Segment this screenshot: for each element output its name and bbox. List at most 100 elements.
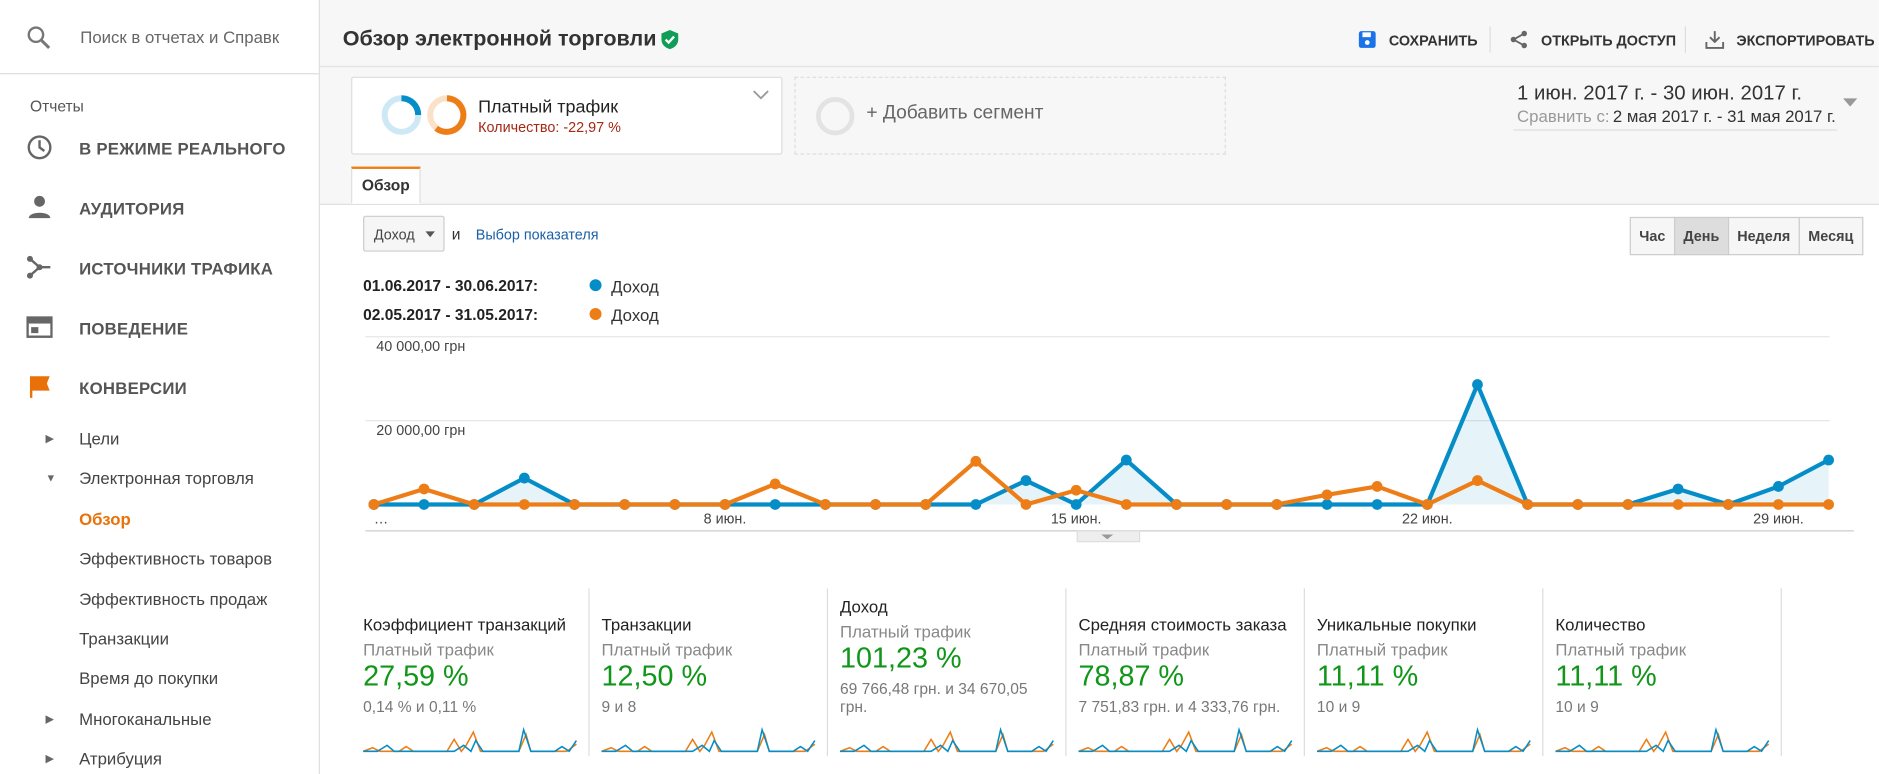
sparkline: [363, 726, 578, 753]
segment-name: Платный трафик: [478, 97, 619, 118]
sub-item[interactable]: Время до покупки: [79, 668, 219, 688]
expand-arrow: ▶: [45, 712, 54, 725]
spark-line: [1555, 726, 1770, 753]
granularity-group: Час День Неделя Месяц: [1629, 216, 1863, 256]
collapse-arrow: ▼: [45, 472, 57, 485]
dropdown-icon[interactable]: [1842, 98, 1858, 108]
sub-item-active[interactable]: Обзор: [79, 509, 131, 529]
and-label: и: [451, 225, 461, 244]
empty-segment-icon: [816, 97, 855, 136]
spark-line: [601, 730, 816, 753]
compare-range: 2 мая 2017 г. - 31 мая 2017 г.: [1612, 106, 1836, 126]
segment-card[interactable]: [351, 76, 783, 155]
search-input[interactable]: Поиск в отчетах и Справк: [80, 27, 280, 47]
flag-icon: [29, 376, 50, 398]
spark-line: [601, 726, 816, 753]
metric-picker[interactable]: Выбор показателя: [475, 226, 599, 244]
spark-line: [840, 730, 1054, 753]
sparkline: [1078, 726, 1293, 753]
nav-item[interactable]: КОНВЕРСИИ: [79, 378, 187, 398]
scorecard-detail: 10 и 9: [1316, 697, 1361, 716]
legend-entry: Доход: [611, 305, 659, 325]
add-segment-label[interactable]: + Добавить сегмент: [866, 103, 1044, 124]
scorecard-detail: 0,14 % и 0,11 %: [363, 697, 477, 716]
spark-line: [1078, 730, 1293, 753]
nav-item[interactable]: АУДИТОРИЯ: [79, 198, 185, 219]
dropdown-icon: [425, 231, 435, 238]
scorecard-segment: Платный трафик: [840, 621, 971, 642]
sparkline: [1555, 726, 1770, 753]
traffic-icon: [26, 255, 51, 279]
dropdown-icon[interactable]: [753, 89, 770, 101]
scorecard-detail: 7 751,83 грн. и 4 333,76 грн.: [1078, 697, 1281, 716]
nav-item[interactable]: ПОВЕДЕНИЕ: [79, 318, 189, 338]
separator: [1684, 26, 1687, 53]
divider: [0, 73, 319, 75]
save-button[interactable]: СОХРАНИТЬ: [1388, 32, 1478, 50]
spark-line: [363, 730, 577, 753]
scorecard-title: Коэффициент транзакций: [363, 614, 566, 634]
scorecard-detail: 69 766,48 грн. и 34 670,05 грн.: [840, 679, 1028, 716]
spark-line: [1555, 730, 1770, 753]
expand-arrow: ▶: [45, 432, 54, 445]
sub-item[interactable]: Цели: [79, 428, 120, 449]
granularity-button[interactable]: Час: [1629, 216, 1675, 256]
scorecard-title: Уникальные покупки: [1316, 614, 1477, 634]
date-range[interactable]: 1 июн. 2017 г. - 30 июн. 2017 г.: [1517, 81, 1803, 105]
sub-item[interactable]: Атрибуция: [79, 748, 162, 769]
person-icon: [28, 195, 51, 219]
page-title: Обзор электронной торговли: [342, 26, 657, 51]
granularity-button[interactable]: Месяц: [1798, 216, 1863, 256]
spark-line: [1316, 726, 1531, 753]
share-button[interactable]: ОТКРЫТЬ ДОСТУП: [1541, 32, 1677, 50]
section-label: Отчеты: [29, 97, 84, 116]
segment-note: Количество: -22,97 %: [478, 118, 621, 136]
spark-line: [363, 726, 578, 753]
scorecard-segment: Платный трафик: [1316, 639, 1448, 660]
sub-item[interactable]: Транзакции: [79, 629, 170, 649]
segment-icon: [381, 95, 467, 135]
granularity-button[interactable]: Неделя: [1727, 216, 1800, 256]
clock-icon: [27, 135, 52, 160]
behavior-icon: [26, 316, 53, 338]
share-icon: [1510, 30, 1527, 49]
spark-line: [1316, 730, 1531, 753]
sub-item[interactable]: Электронная торговля: [79, 468, 254, 488]
granularity-button-active[interactable]: День: [1673, 216, 1729, 256]
metric-label: Доход: [373, 226, 415, 244]
scorecard-detail: 10 и 9: [1555, 697, 1599, 716]
separator: [1489, 26, 1491, 53]
tab[interactable]: Обзор: [351, 166, 421, 204]
sparkline: [1316, 726, 1531, 753]
sparkline: [840, 726, 1054, 753]
sub-item[interactable]: Эффективность товаров: [79, 548, 273, 568]
divider: [319, 65, 1879, 68]
scorecard-segment: Платный трафик: [1078, 639, 1210, 660]
legend-period: 02.05.2017 - 31.05.2017:: [363, 305, 539, 324]
export-button[interactable]: ЭКСПОРТИРОВАТЬ: [1736, 32, 1875, 50]
scorecards: Коэффициент транзакций Платный трафик 27,5…: [351, 588, 1782, 757]
search-icon: [27, 26, 51, 49]
spark-line: [840, 726, 1054, 753]
nav-item[interactable]: В РЕЖИМЕ РЕАЛЬНОГО: [79, 139, 286, 159]
legend-entry: Доход: [611, 276, 659, 296]
scorecard-value: 11,11 %: [1316, 660, 1419, 693]
scorecard: Уникальные покупки Платный трафик 11,11 % 1…: [1305, 588, 1544, 757]
sub-item[interactable]: Эффективность продаж: [79, 589, 268, 609]
spark-line: [1078, 726, 1293, 753]
scorecard-segment: Платный трафик: [601, 639, 733, 660]
add-segment[interactable]: [794, 76, 1226, 155]
sparkline: [601, 726, 816, 753]
scorecard-segment: Платный трафик: [1555, 639, 1687, 660]
scorecard-title: Средняя стоимость заказа: [1078, 614, 1287, 634]
scorecard-value: 101,23 %: [840, 642, 962, 675]
sub-item[interactable]: Многоканальные: [79, 709, 212, 729]
nav-item[interactable]: ИСТОЧНИКИ ТРАФИКА: [79, 258, 274, 279]
scorecard-title: Транзакции: [601, 614, 692, 634]
main: Обзор электронной торговли СОХРАНИТЬ ОТК…: [319, 0, 1879, 774]
save-icon: [1358, 31, 1376, 48]
legend-dot: [589, 279, 602, 292]
scorecard-value: 11,11 %: [1555, 660, 1657, 693]
compare-label: Сравнить с:: [1517, 106, 1610, 126]
